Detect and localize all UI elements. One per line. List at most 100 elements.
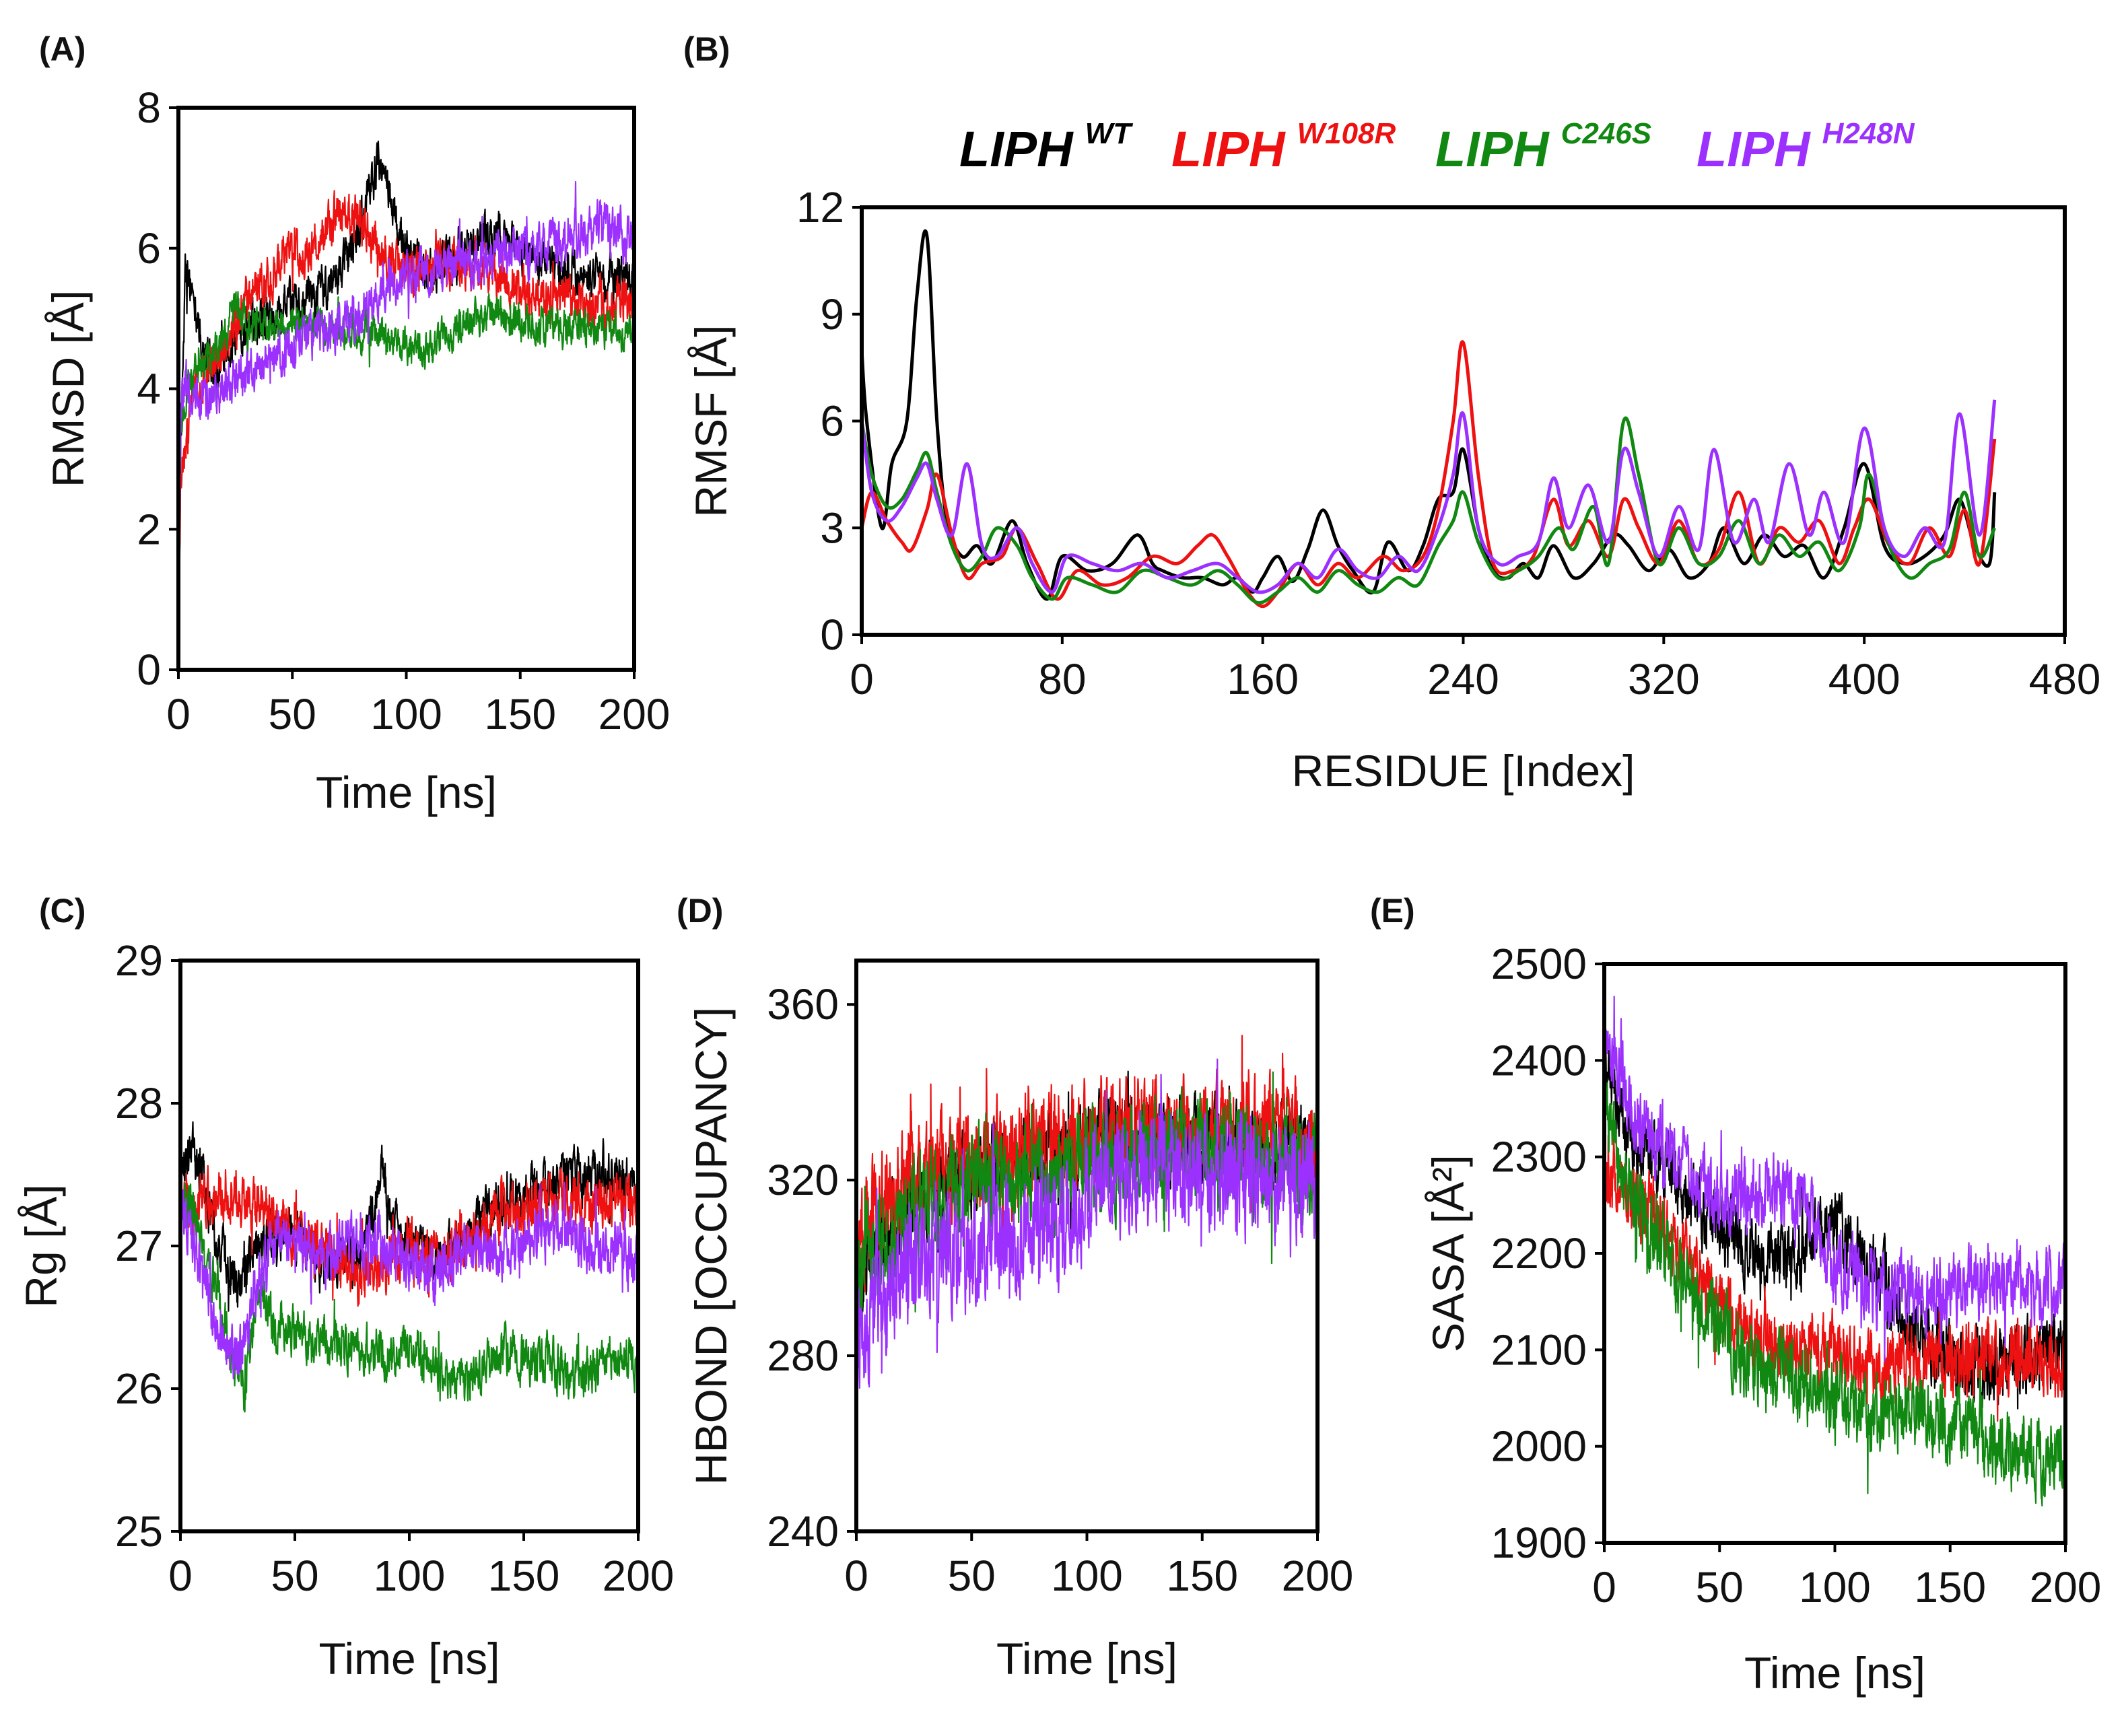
chart-d-xtick-label: 150 xyxy=(1166,1552,1238,1600)
chart-b: 0 80 160 240 320 400 480 0 3 6 9 12 RESIDUE [Index] R… xyxy=(683,30,2100,796)
chart-c: 0 50 100 150 200 25 26 27 28 29 Time [ns] Rg [Å] (C) xyxy=(16,892,674,1683)
chart-b-ytick-label: 12 xyxy=(796,183,844,232)
chart-e-series-group xyxy=(1604,996,2065,1506)
chart-e-ylabel: SASA [Å²] xyxy=(1423,1154,1473,1352)
chart-c-series-h248n xyxy=(180,1181,638,1380)
chart-a-xtick-label: 150 xyxy=(484,690,556,738)
chart-e-panel-label: (E) xyxy=(1370,892,1415,930)
chart-c-ytick-label: 28 xyxy=(115,1079,163,1127)
chart-b-xtick-label: 80 xyxy=(1038,655,1086,703)
chart-a-xtick-label: 200 xyxy=(598,690,671,738)
chart-d-ytick-label: 280 xyxy=(767,1331,839,1380)
chart-e-ytick-label: 2500 xyxy=(1491,940,1587,988)
chart-e-xlabel: Time [ns] xyxy=(1744,1648,1925,1698)
chart-e: 0 50 100 150 200 1900 2000 2100 2200 2300 2400 2500… xyxy=(1370,892,2101,1698)
chart-c-ytick-label: 26 xyxy=(115,1364,163,1413)
chart-c-ytick-label: 27 xyxy=(115,1222,163,1270)
chart-b-series-c246s xyxy=(862,416,1997,604)
chart-b-xtick-label: 160 xyxy=(1227,655,1299,703)
chart-e-ytick-label: 2300 xyxy=(1491,1133,1587,1181)
chart-b-xlabel: RESIDUE [Index] xyxy=(1292,746,1635,796)
chart-d: 0 50 100 150 200 240 280 320 360 Time [ns] HBOND [… xyxy=(677,892,1353,1683)
chart-c-ytick-label: 29 xyxy=(115,936,163,985)
chart-e-xtick-label: 150 xyxy=(1914,1563,1986,1611)
chart-a-ylabel: RMSD [Å] xyxy=(43,290,93,487)
chart-e-series-h248n xyxy=(1604,996,2065,1362)
chart-d-ytick-label: 240 xyxy=(767,1507,839,1556)
chart-e-xtick-label: 200 xyxy=(2030,1563,2102,1611)
chart-a-ytick-label: 0 xyxy=(137,646,161,694)
chart-b-xtick-label: 480 xyxy=(2029,655,2101,703)
legend-base-wt: LIPH xyxy=(959,121,1074,177)
chart-c-ytick-label: 25 xyxy=(115,1507,163,1556)
chart-d-ytick-label: 360 xyxy=(767,980,839,1029)
chart-a-xtick-label: 0 xyxy=(166,690,191,738)
chart-a-xlabel: Time [ns] xyxy=(316,767,497,817)
legend-sup-w108r: W108R xyxy=(1297,117,1396,150)
chart-a-ytick-label: 8 xyxy=(137,83,161,132)
chart-c-xlabel: Time [ns] xyxy=(319,1634,500,1683)
chart-a-ytick-label: 4 xyxy=(137,365,161,413)
chart-d-xtick-label: 100 xyxy=(1051,1552,1123,1600)
chart-c-xtick-label: 150 xyxy=(488,1552,560,1600)
chart-d-xtick-label: 0 xyxy=(844,1552,868,1600)
legend-sup-wt: WT xyxy=(1085,117,1134,150)
chart-d-xtick-label: 200 xyxy=(1282,1552,1354,1600)
chart-e-ytick-label: 1900 xyxy=(1491,1519,1587,1567)
chart-a: 0 50 100 150 200 0 2 4 6 8 Time [ns] RMSD [Å] (A) xyxy=(39,30,670,817)
chart-a-xtick-label: 50 xyxy=(269,690,316,738)
chart-b-xtick-label: 240 xyxy=(1427,655,1499,703)
chart-c-series-w108r xyxy=(180,1165,638,1307)
chart-a-series-group xyxy=(178,140,634,670)
legend-entry-w108r: LIPH W108R xyxy=(1171,117,1396,177)
chart-e-ytick-label: 2100 xyxy=(1491,1325,1587,1374)
legend-entry-wt: LIPH WT xyxy=(959,117,1133,177)
chart-b-ylabel: RMSF [Å] xyxy=(686,324,736,517)
chart-b-xtick-label: 320 xyxy=(1628,655,1700,703)
chart-e-series-c246s xyxy=(1604,1082,2065,1506)
chart-b-ytick-label: 3 xyxy=(820,504,844,552)
chart-d-ytick-label: 320 xyxy=(767,1156,839,1204)
legend-base-w108r: LIPH xyxy=(1171,121,1286,177)
chart-b-series-h248n xyxy=(862,399,1997,594)
chart-b-xtick-label: 0 xyxy=(850,655,874,703)
chart-e-xtick-label: 50 xyxy=(1696,1563,1744,1611)
legend-sup-c246s: C246S xyxy=(1561,117,1652,150)
chart-c-series-group xyxy=(180,1121,638,1413)
legend: LIPH WT LIPH W108R LIPH C246S LIPH H248N xyxy=(959,117,1915,177)
chart-d-series-h248n xyxy=(856,1058,1317,1389)
legend-entry-h248n: LIPH H248N xyxy=(1697,117,1915,177)
chart-c-xtick-label: 0 xyxy=(168,1552,193,1600)
chart-a-series-h248n xyxy=(178,180,634,670)
chart-a-xtick-label: 100 xyxy=(370,690,442,738)
chart-e-ytick-label: 2400 xyxy=(1491,1036,1587,1084)
chart-b-ytick-label: 9 xyxy=(820,290,844,339)
chart-e-ytick-label: 2000 xyxy=(1491,1422,1587,1471)
chart-d-panel-label: (D) xyxy=(677,892,723,930)
chart-d-xtick-label: 50 xyxy=(948,1552,996,1600)
chart-c-series-wt xyxy=(180,1121,638,1312)
chart-b-series-wt xyxy=(862,229,1997,601)
chart-e-xtick-label: 0 xyxy=(1592,1563,1616,1611)
chart-d-ylabel: HBOND [OCCUPANCY] xyxy=(686,1007,736,1485)
chart-a-panel-label: (A) xyxy=(39,30,85,68)
chart-c-xtick-label: 100 xyxy=(374,1552,446,1600)
chart-c-ylabel: Rg [Å] xyxy=(16,1184,66,1307)
legend-base-c246s: LIPH xyxy=(1435,121,1550,177)
legend-base-h248n: LIPH xyxy=(1697,121,1811,177)
chart-d-xlabel: Time [ns] xyxy=(996,1634,1177,1683)
chart-c-xtick-label: 200 xyxy=(603,1552,675,1600)
legend-entry-c246s: LIPH C246S xyxy=(1435,117,1651,177)
legend-sup-h248n: H248N xyxy=(1822,117,1915,150)
chart-c-xtick-label: 50 xyxy=(271,1552,318,1600)
chart-c-panel-label: (C) xyxy=(39,892,85,930)
chart-a-series-c246s xyxy=(178,291,634,670)
chart-b-ytick-label: 6 xyxy=(820,397,844,446)
chart-a-ytick-label: 2 xyxy=(137,505,161,553)
chart-b-panel-label: (B) xyxy=(683,30,730,68)
chart-b-series-group xyxy=(862,229,1997,609)
chart-a-ytick-label: 6 xyxy=(137,224,161,273)
chart-d-series-group xyxy=(856,1035,1317,1389)
